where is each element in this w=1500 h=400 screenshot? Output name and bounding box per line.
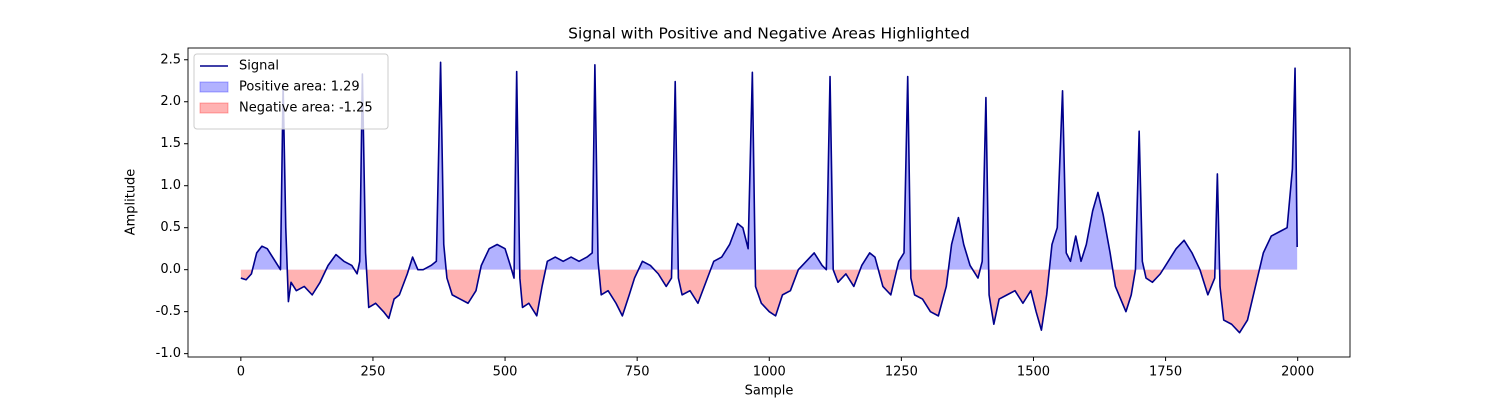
- y-tick-label: 0.0: [160, 262, 181, 277]
- legend-label: Positive area: 1.29: [239, 80, 360, 95]
- x-tick-label: 1250: [885, 365, 918, 380]
- chart-title: Signal with Positive and Negative Areas …: [568, 25, 970, 43]
- x-tick-label: 2000: [1281, 365, 1314, 380]
- y-tick-label: 2.5: [160, 52, 181, 67]
- legend-label: Negative area: -1.25: [239, 101, 373, 116]
- legend-patch: [199, 81, 229, 93]
- signal-line: [240, 61, 1298, 334]
- x-tick-label: 1000: [753, 365, 786, 380]
- legend: Signal Positive area: 1.29 Negative area: …: [193, 53, 389, 130]
- x-tick-label: 1750: [1149, 365, 1182, 380]
- y-tick-label: 1.0: [160, 178, 181, 193]
- x-tick-label: 250: [361, 365, 386, 380]
- legend-label: Signal: [239, 59, 279, 74]
- x-tick-label: 1500: [1017, 365, 1050, 380]
- y-tick-label: 2.0: [160, 94, 181, 109]
- x-axis-label: Sample: [745, 384, 794, 399]
- y-tick-label: 1.5: [160, 136, 181, 151]
- legend-patch: [199, 102, 229, 114]
- legend-box: [193, 53, 389, 130]
- x-tick-label: 750: [625, 365, 650, 380]
- y-axis-label: Amplitude: [124, 169, 139, 236]
- axes-frame: [187, 47, 1351, 358]
- x-tick-label: 500: [493, 365, 518, 380]
- x-tick-label: 0: [237, 365, 245, 380]
- area-fill: [240, 269, 1298, 333]
- y-tick-label: -0.5: [156, 304, 181, 319]
- y-tick-label: 0.5: [160, 220, 181, 235]
- y-tick-label: -1.0: [156, 346, 181, 361]
